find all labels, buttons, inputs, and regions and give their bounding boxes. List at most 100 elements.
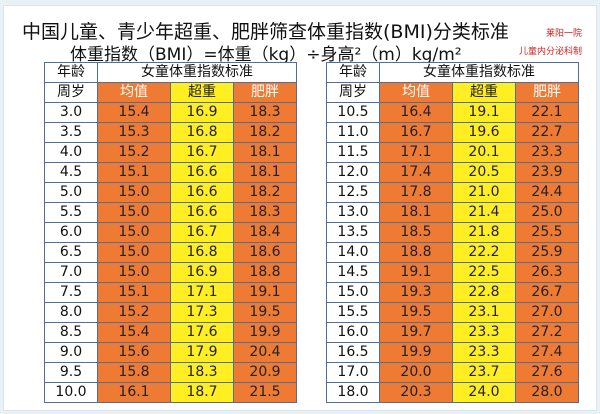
age-cell: 18.0 [326,382,380,403]
age-cell: 3.0 [44,102,98,123]
age-cell: 6.5 [44,242,98,263]
header-obese: 肥胖 [233,82,297,103]
obese-cell: 26.7 [515,282,579,303]
obese-cell: 24.4 [515,182,579,203]
overweight-cell: 18.3 [170,362,234,383]
overweight-cell: 16.8 [170,242,234,263]
overweight-cell: 23.7 [452,362,516,383]
table-row: 11.5 17.1 20.1 23.3 [326,142,579,163]
age-cell: 17.0 [326,362,380,383]
table-row: 9.0 15.6 17.9 20.4 [44,342,297,363]
header-age-unit: 周岁 [326,82,380,103]
overweight-cell: 16.6 [170,162,234,183]
table-row: 5.0 15.0 16.6 18.2 [44,182,297,203]
table-row: 7.5 15.1 17.1 19.1 [44,282,297,303]
table-row: 3.5 15.3 16.8 18.2 [44,122,297,143]
age-cell: 9.0 [44,342,98,363]
overweight-cell: 16.8 [170,122,234,143]
avg-cell: 19.7 [379,322,453,343]
overweight-cell: 16.6 [170,182,234,203]
table-row: 13.5 18.5 21.8 25.5 [326,222,579,243]
obese-cell: 27.2 [515,322,579,343]
avg-cell: 18.1 [379,202,453,223]
obese-cell: 28.0 [515,382,579,403]
table-row: 11.0 16.7 19.6 22.7 [326,122,579,143]
table-row: 7.0 15.0 16.9 18.8 [44,262,297,283]
avg-cell: 17.8 [379,182,453,203]
obese-cell: 20.9 [233,362,297,383]
avg-cell: 16.7 [379,122,453,143]
overweight-cell: 23.3 [452,322,516,343]
overweight-cell: 17.3 [170,302,234,323]
table-row: 12.0 17.4 20.5 23.9 [326,162,579,183]
avg-cell: 16.1 [97,382,171,403]
department-stamp: 儿童内分泌科制 [518,47,582,57]
obese-cell: 27.4 [515,342,579,363]
overweight-cell: 18.7 [170,382,234,403]
age-cell: 15.0 [326,282,380,303]
age-cell: 14.5 [326,262,380,283]
age-cell: 4.5 [44,162,98,183]
table-row: 15.5 19.5 23.1 27.0 [326,302,579,323]
avg-cell: 15.2 [97,142,171,163]
table-row: 4.0 15.2 16.7 18.1 [44,142,297,163]
table-row: 6.5 15.0 16.8 18.6 [44,242,297,263]
overweight-cell: 16.9 [170,262,234,283]
avg-cell: 15.0 [97,202,171,223]
obese-cell: 27.0 [515,302,579,323]
header-overweight: 超重 [170,82,234,103]
obese-cell: 18.6 [233,242,297,263]
table-row: 9.5 15.8 18.3 20.9 [44,362,297,383]
obese-cell: 22.1 [515,102,579,123]
avg-cell: 19.1 [379,262,453,283]
header-avg: 均值 [97,82,171,103]
age-cell: 13.0 [326,202,380,223]
table-row: 18.0 20.3 24.0 28.0 [326,382,579,403]
avg-cell: 15.1 [97,282,171,303]
table-header-row: 年龄 女童体重指数标准 [44,62,297,83]
age-cell: 3.5 [44,122,98,143]
age-cell: 5.5 [44,202,98,223]
header-age-unit: 周岁 [44,82,98,103]
table-row: 8.5 15.4 17.6 19.9 [44,322,297,343]
avg-cell: 16.4 [379,102,453,123]
table-header-row: 年龄 女童体重指数标准 [326,62,579,83]
bmi-table-right-body: 年龄 女童体重指数标准 周岁 均值 超重 肥胖 10.5 16.4 19.1 22.1… [326,62,579,403]
header-obese: 肥胖 [515,82,579,103]
overweight-cell: 22.2 [452,242,516,263]
chart-title: 中国儿童、青少年超重、肥胖筛查体重指数(BMI)分类标准 [22,21,509,43]
overweight-cell: 19.1 [452,102,516,123]
table-row: 14.0 18.8 22.2 25.9 [326,242,579,263]
age-cell: 10.0 [44,382,98,403]
avg-cell: 15.0 [97,242,171,263]
header-age: 年龄 [44,62,98,83]
overweight-cell: 21.4 [452,202,516,223]
avg-cell: 15.0 [97,222,171,243]
table-row: 3.0 15.4 16.9 18.3 [44,102,297,123]
overweight-cell: 22.8 [452,282,516,303]
age-cell: 5.0 [44,182,98,203]
table-row: 16.0 19.7 23.3 27.2 [326,322,579,343]
header-group: 女童体重指数标准 [97,62,297,83]
overweight-cell: 23.1 [452,302,516,323]
avg-cell: 17.4 [379,162,453,183]
avg-cell: 19.5 [379,302,453,323]
table-row: 10.0 16.1 18.7 21.5 [44,382,297,403]
avg-cell: 20.0 [379,362,453,383]
avg-cell: 15.0 [97,262,171,283]
table-row: 8.0 15.2 17.3 19.5 [44,302,297,323]
age-cell: 16.5 [326,342,380,363]
hospital-stamp: 莱阳一院 [545,29,582,39]
age-cell: 9.5 [44,362,98,383]
age-cell: 7.0 [44,262,98,283]
header-overweight: 超重 [452,82,516,103]
obese-cell: 23.9 [515,162,579,183]
overweight-cell: 23.3 [452,342,516,363]
age-cell: 13.5 [326,222,380,243]
overweight-cell: 16.9 [170,102,234,123]
table-subheader-row: 周岁 均值 超重 肥胖 [44,82,297,103]
age-cell: 8.0 [44,302,98,323]
obese-cell: 20.4 [233,342,297,363]
bmi-table-right: 年龄 女童体重指数标准 周岁 均值 超重 肥胖 10.5 16.4 19.1 22.1… [326,62,579,403]
overweight-cell: 24.0 [452,382,516,403]
